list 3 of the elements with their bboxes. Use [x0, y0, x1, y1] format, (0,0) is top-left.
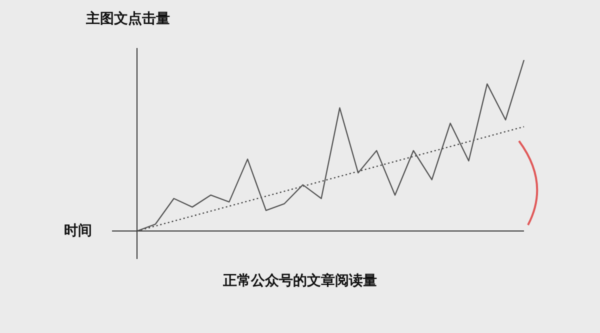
x-axis-title: 时间	[64, 222, 92, 240]
y-axis-title: 主图文点击量	[86, 10, 170, 28]
text: 正常公众号的文章阅读量	[222, 272, 378, 290]
